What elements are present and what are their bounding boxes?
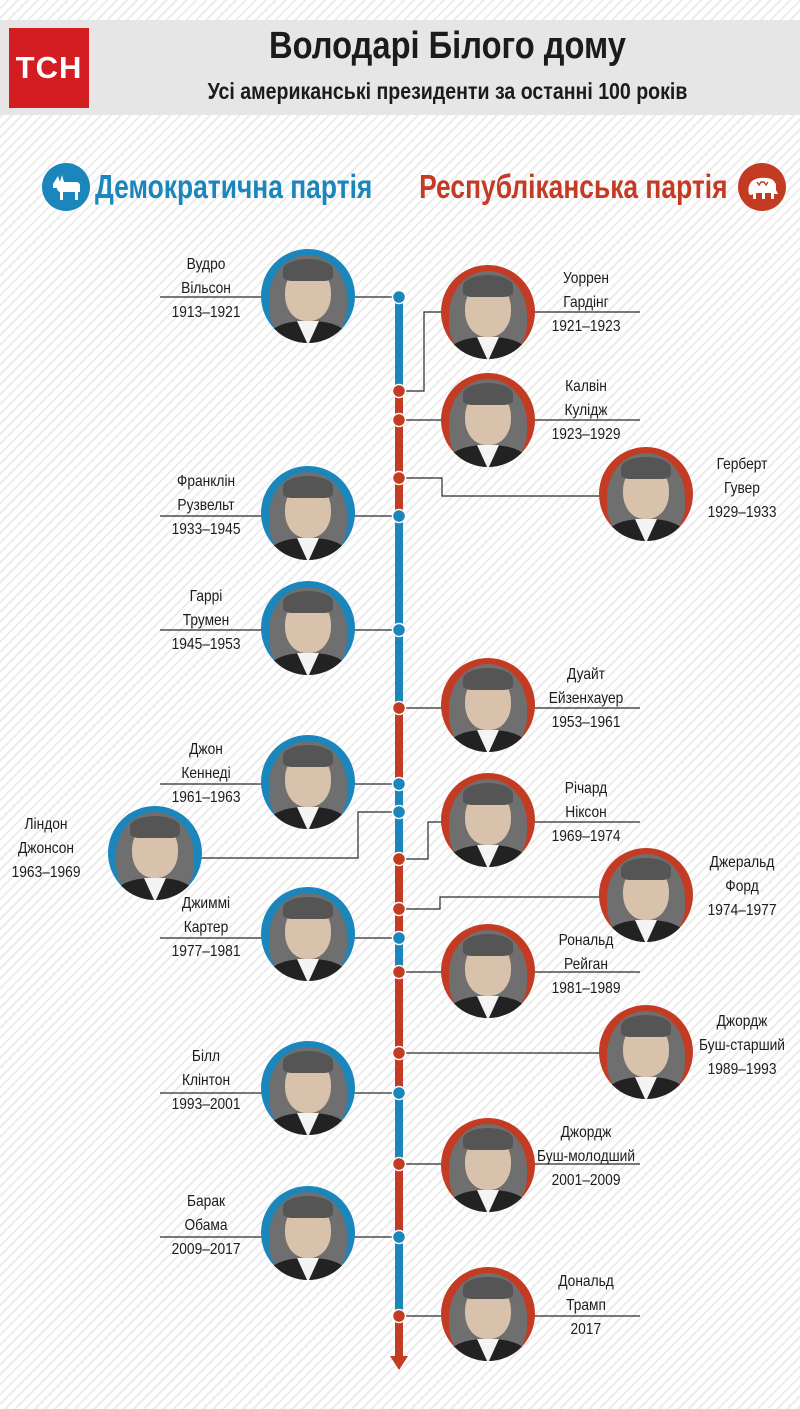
- president-name: Герберт Гувер: [716, 456, 768, 497]
- president-years: 1929–1933: [707, 504, 777, 521]
- president-years: 1963–1969: [11, 864, 81, 881]
- page-subtitle: Усі американські президенти за останні 1…: [207, 78, 688, 104]
- democratic-party-label: Демократична партія: [95, 168, 373, 205]
- president-portrait: [261, 249, 355, 343]
- president-portrait: [599, 447, 693, 541]
- president-portrait: [261, 1186, 355, 1280]
- president-portrait: [261, 581, 355, 675]
- timeline-node: [391, 508, 407, 524]
- president-portrait: [261, 1041, 355, 1135]
- republican-party-label: Республіканська партія: [419, 168, 728, 205]
- timeline-node: [391, 622, 407, 638]
- president-name: Уоррен Гардінг: [562, 270, 610, 311]
- president-years: 1923–1929: [551, 426, 621, 443]
- president-years: 1981–1989: [551, 980, 621, 997]
- connector-line: [399, 477, 640, 497]
- president-years: 1977–1981: [171, 943, 241, 960]
- president-name: Ліндон Джонсон: [17, 816, 75, 857]
- donkey-icon: [42, 163, 90, 211]
- president-portrait: [261, 887, 355, 981]
- president-years: 1913–1921: [171, 304, 241, 321]
- president-name: Дональд Трамп: [558, 1273, 614, 1314]
- president-portrait: [599, 848, 693, 942]
- tsn-logo: ТСН: [9, 28, 89, 108]
- timeline-node: [391, 901, 407, 917]
- president-portrait: [441, 658, 535, 752]
- timeline-node: [391, 851, 407, 867]
- president-years: 1921–1923: [551, 318, 621, 335]
- timeline-node: [391, 930, 407, 946]
- president-name: Білл Клінтон: [181, 1048, 231, 1089]
- header: ТСН Володарі Білого дому Усі американськ…: [0, 20, 800, 115]
- page-title: Володарі Білого дому: [269, 25, 626, 67]
- president-years: 1969–1974: [551, 828, 621, 845]
- timeline-node: [391, 1156, 407, 1172]
- president-name: Джордж Буш-старший: [699, 1013, 785, 1054]
- president-name: Джордж Буш-молодший: [536, 1124, 636, 1165]
- timeline-node: [391, 289, 407, 305]
- connector-line: [200, 811, 399, 859]
- president-portrait: [441, 773, 535, 867]
- president-years: 2017: [570, 1321, 602, 1338]
- president-name: Джиммі Картер: [181, 895, 231, 936]
- president-years: 1933–1945: [171, 521, 241, 538]
- president-years: 1961–1963: [171, 789, 241, 806]
- president-portrait: [261, 466, 355, 560]
- timeline-node: [391, 700, 407, 716]
- president-portrait: [108, 806, 202, 900]
- president-years: 1953–1961: [551, 714, 621, 731]
- president-name: Барак Обама: [184, 1193, 228, 1234]
- president-portrait: [441, 1118, 535, 1212]
- president-name: Вудро Вільсон: [181, 256, 231, 297]
- timeline-arrow: [390, 1356, 408, 1370]
- president-name: Річард Ніксон: [564, 780, 608, 821]
- president-years: 1945–1953: [171, 636, 241, 653]
- timeline-node: [391, 964, 407, 980]
- president-name: Дуайт Ейзенхауер: [548, 666, 624, 707]
- president-years: 2001–2009: [551, 1172, 621, 1189]
- president-years: 1993–2001: [171, 1096, 241, 1113]
- president-portrait: [441, 373, 535, 467]
- president-years: 2009–2017: [171, 1241, 241, 1258]
- timeline-node: [391, 412, 407, 428]
- president-portrait: [441, 1267, 535, 1361]
- elephant-icon: [738, 163, 786, 211]
- president-portrait: [441, 924, 535, 1018]
- timeline-node: [391, 383, 407, 399]
- timeline-node: [391, 470, 407, 486]
- president-name: Джон Кеннеді: [181, 741, 231, 782]
- president-years: 1989–1993: [707, 1061, 777, 1078]
- timeline-node: [391, 804, 407, 820]
- connector-line: [399, 896, 640, 910]
- president-years: 1974–1977: [707, 902, 777, 919]
- president-name: Рональд Рейган: [558, 932, 614, 973]
- timeline-node: [391, 1085, 407, 1101]
- timeline-node: [391, 776, 407, 792]
- timeline-node: [391, 1229, 407, 1245]
- president-portrait: [599, 1005, 693, 1099]
- timeline-node: [391, 1045, 407, 1061]
- president-name: Гаррі Трумен: [182, 588, 230, 629]
- president-name: Джеральд Форд: [709, 854, 775, 895]
- president-name: Франклін Рузвельт: [176, 473, 236, 514]
- timeline-node: [391, 1308, 407, 1324]
- president-portrait: [261, 735, 355, 829]
- president-name: Калвін Кулідж: [564, 378, 608, 419]
- president-portrait: [441, 265, 535, 359]
